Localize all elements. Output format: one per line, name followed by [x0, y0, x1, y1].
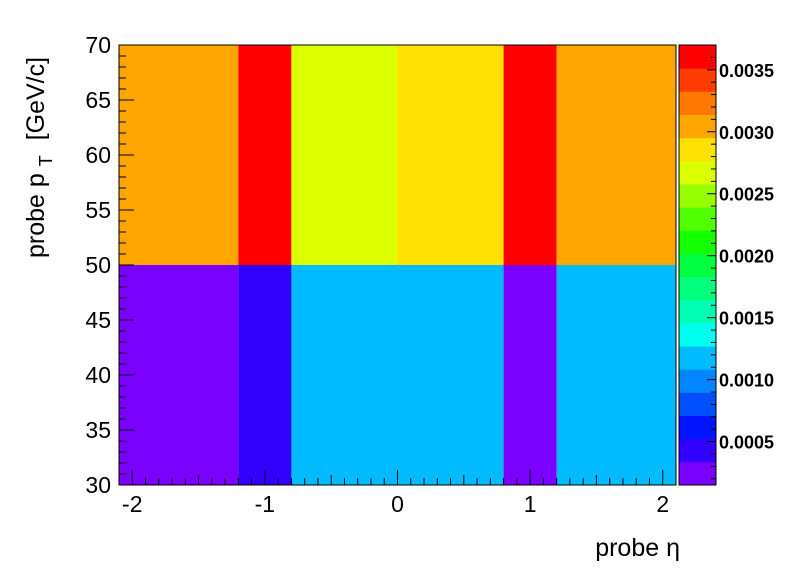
palette-swatch	[679, 137, 716, 162]
z-tick-label: 0.0035	[719, 61, 774, 81]
z-tick-label: 0.0015	[719, 309, 774, 329]
palette-swatch	[679, 322, 716, 347]
palette-swatch	[679, 68, 716, 92]
palette-swatch	[679, 461, 716, 486]
palette-frame	[678, 44, 717, 486]
heatmap-cell	[291, 265, 398, 485]
z-tick-label: 0.0030	[719, 123, 774, 143]
heatmap-cells	[119, 45, 676, 485]
z-tick-label: 0.0020	[719, 247, 774, 267]
palette-swatch	[679, 183, 716, 208]
x-tick-label: -1	[255, 491, 275, 517]
heatmap-cell	[556, 265, 676, 485]
heatmap-cell	[119, 45, 239, 265]
y-tick-label: 45	[85, 307, 111, 333]
y-tick-label: 65	[85, 87, 111, 113]
heatmap-cell	[503, 45, 557, 265]
heatmap-cell	[238, 265, 292, 485]
palette-swatch	[679, 253, 716, 278]
y-tick-label: 55	[85, 197, 111, 223]
z-tick-label: 0.0010	[719, 371, 774, 391]
color-palette	[678, 44, 717, 486]
heatmap-cell	[397, 45, 504, 265]
palette-swatch	[679, 91, 716, 115]
x-tick-labels: -2 -1 0 1 2	[122, 491, 669, 517]
palette-swatch	[679, 346, 716, 370]
y-tick-label: 35	[85, 417, 111, 443]
palette-swatch	[679, 438, 716, 463]
palette-swatch	[679, 415, 716, 440]
palette-swatch	[679, 230, 716, 254]
y-tick-labels: 30 35 40 45 50 55 60 65 70	[85, 32, 111, 498]
y-tick-label: 40	[85, 362, 111, 388]
palette-swatch	[679, 369, 716, 393]
y-axis-label-main: probe p	[22, 173, 50, 258]
y-axis-label-unit: [GeV/c]	[22, 57, 50, 140]
y-tick-label: 70	[85, 32, 111, 58]
y-tick-label: 50	[85, 252, 111, 278]
plot-frame	[118, 44, 677, 486]
palette-swatch	[679, 392, 716, 417]
palette-swatch	[679, 160, 716, 185]
x-tick-label: 1	[524, 491, 537, 517]
palette-swatch	[679, 45, 716, 69]
y-tick-label: 60	[85, 142, 111, 168]
x-axis-label: probe η	[595, 534, 680, 562]
heatmap-cell	[503, 265, 557, 485]
heatmap-cell	[397, 265, 504, 485]
z-tick-labels: 0.0005 0.0010 0.0015 0.0020 0.0025 0.0030 0.00…	[719, 61, 774, 453]
y-axis-label: probe p T [GeV/c]	[22, 57, 58, 258]
heatmap-cell	[238, 45, 292, 265]
z-tick-label: 0.0025	[719, 185, 774, 205]
x-tick-label: 0	[391, 491, 404, 517]
heatmap-cell	[119, 265, 239, 485]
palette-swatch	[679, 276, 716, 301]
palette-swatch	[679, 299, 716, 324]
z-tick-label: 0.0005	[719, 433, 774, 453]
x-tick-label: -2	[122, 491, 142, 517]
heatmap-cell	[556, 45, 676, 265]
heatmap-cell	[291, 45, 398, 265]
y-tick-label: 30	[85, 472, 111, 498]
palette-swatch	[679, 114, 716, 139]
x-tick-label: 2	[656, 491, 669, 517]
y-axis-label-subscript: T	[36, 155, 56, 166]
palette-swatch	[679, 207, 716, 231]
